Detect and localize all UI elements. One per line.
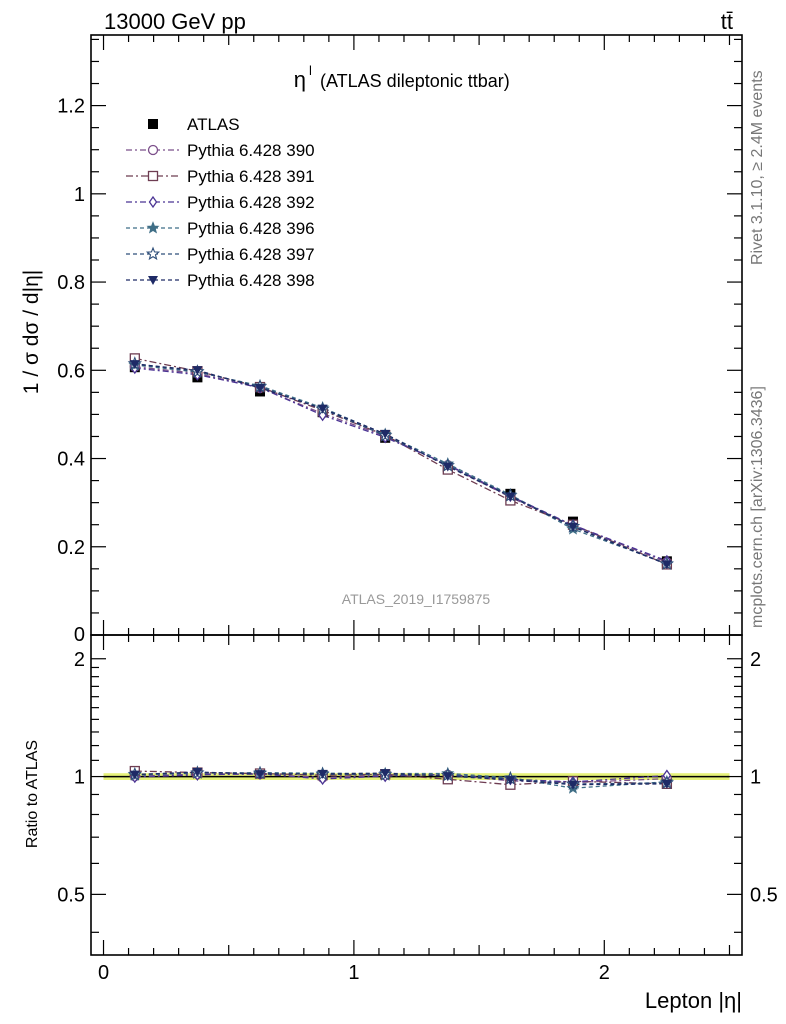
ratio-series-point [442, 772, 453, 782]
legend: ATLAS Pythia 6.428 390 Pythia 6.428 391 Pyt… [126, 115, 315, 290]
plot-title-symbol: η [294, 67, 306, 92]
legend-label: Pythia 6.428 398 [187, 271, 315, 290]
panel-frame [90, 634, 743, 956]
ratio-tick-label: 2 [750, 649, 761, 671]
ratio-panel: 0.5 0.5 1 1 2 2 0 1 2 [57, 634, 778, 984]
ratio-series-point [380, 769, 391, 779]
series-point [567, 522, 578, 532]
ratio-tick-label: 0.5 [57, 884, 85, 906]
energy-label: 13000 GeV pp [104, 9, 246, 34]
legend-marker [148, 195, 158, 209]
series-point [129, 360, 140, 370]
ratio-tick-label: 1 [750, 767, 761, 789]
y-tick-label: 0.4 [57, 449, 85, 471]
x-axis-label: Lepton |η| [645, 988, 742, 1013]
series-line [134, 357, 668, 566]
legend-label: Pythia 6.428 391 [187, 167, 315, 186]
y-tick-label: 0.8 [57, 272, 85, 294]
ratio-axis-label: Ratio to ATLAS [24, 740, 41, 848]
ratio-series-point [129, 770, 140, 780]
x-tick-label: 1 [348, 962, 359, 984]
x-tick-label: 0 [98, 962, 109, 984]
ratio-series-point [317, 769, 328, 779]
y-tick-label: 0 [74, 624, 85, 646]
process-label: tt̄ [721, 9, 733, 34]
main-panel: 0.2 0.4 0.6 0.8 1 1.2 0 [57, 34, 743, 646]
series-point [661, 560, 672, 570]
legend-label: ATLAS [187, 115, 240, 134]
analysis-label: ATLAS_2019_I1759875 [342, 591, 491, 607]
ratio-series-point [255, 770, 266, 780]
legend-marker [148, 276, 158, 285]
y-tick-label: 0.6 [57, 360, 85, 382]
legend-marker [148, 119, 158, 129]
ratio-series-point [661, 779, 672, 789]
series-point [255, 383, 266, 393]
series-point [505, 492, 516, 502]
series-point [317, 404, 328, 414]
legend-marker [146, 221, 160, 234]
legend-label: Pythia 6.428 396 [187, 219, 315, 238]
legend-marker [147, 170, 159, 182]
legend-marker [147, 144, 159, 156]
plot-title-superscript: l [309, 63, 312, 78]
series-line [134, 364, 668, 565]
series-point [380, 429, 391, 439]
ratio-series-point [505, 775, 516, 785]
x-tick-label: 2 [599, 962, 610, 984]
ratio-tick-label: 0.5 [750, 884, 778, 906]
legend-label: Pythia 6.428 392 [187, 193, 315, 212]
y-axis-label: 1 / σ dσ / d|η| [20, 270, 43, 394]
legend-label: Pythia 6.428 397 [187, 245, 315, 264]
y-tick-label: 1.2 [57, 96, 85, 118]
y-tick-label: 1 [74, 184, 85, 206]
series-point [442, 462, 453, 472]
legend-marker [145, 246, 161, 261]
mcplots-label: mcplots.cern.ch [arXiv:1306.3436] [749, 386, 766, 628]
rivet-label: Rivet 3.1.10, ≥ 2.4M events [749, 70, 766, 265]
legend-label: Pythia 6.428 390 [187, 141, 315, 160]
ratio-series-point [192, 767, 203, 777]
ratio-tick-label: 2 [74, 649, 85, 671]
plot-title: (ATLAS dileptonic ttbar) [320, 71, 510, 91]
y-tick-label: 0.2 [57, 537, 85, 559]
series-point [192, 366, 203, 376]
ratio-series-point [567, 780, 578, 790]
ratio-tick-label: 1 [74, 767, 85, 789]
